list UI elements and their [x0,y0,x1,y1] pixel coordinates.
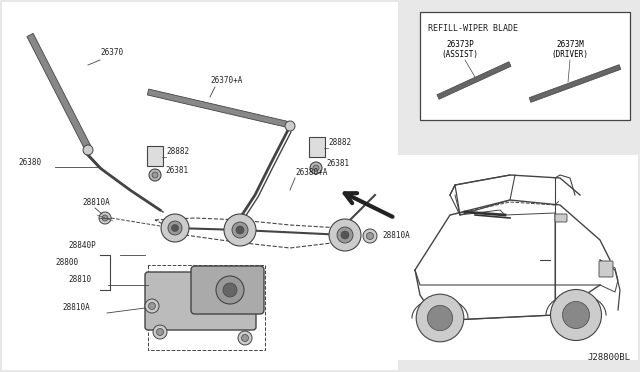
Circle shape [550,289,602,340]
Circle shape [341,231,349,239]
Circle shape [148,302,156,310]
Circle shape [172,224,179,231]
Circle shape [161,214,189,242]
Text: 26373M: 26373M [556,40,584,49]
Circle shape [149,169,161,181]
Text: 26381: 26381 [326,159,349,168]
Text: 28882: 28882 [166,147,189,156]
Circle shape [329,219,361,251]
FancyBboxPatch shape [191,266,264,314]
Text: REFILL-WIPER BLADE: REFILL-WIPER BLADE [428,24,518,33]
Circle shape [428,305,452,331]
Circle shape [563,301,589,328]
Circle shape [157,328,163,336]
Circle shape [241,334,248,341]
Polygon shape [27,33,91,150]
Circle shape [152,172,158,178]
Text: J28800BL: J28800BL [587,353,630,362]
Circle shape [224,214,256,246]
Circle shape [310,162,322,174]
Circle shape [337,227,353,243]
FancyBboxPatch shape [420,12,630,120]
Text: 28810A: 28810A [82,198,109,207]
Circle shape [367,232,374,240]
FancyBboxPatch shape [395,155,638,360]
Text: (ASSIST): (ASSIST) [442,50,479,59]
Text: 26370: 26370 [100,48,123,57]
Text: 28810A: 28810A [62,303,90,312]
Circle shape [232,222,248,238]
Circle shape [238,331,252,345]
FancyBboxPatch shape [309,137,325,157]
Text: 26373P: 26373P [446,40,474,49]
Polygon shape [529,65,621,102]
Circle shape [313,165,319,171]
Polygon shape [147,89,291,128]
Circle shape [145,299,159,313]
Circle shape [223,283,237,297]
Text: 28800: 28800 [55,258,78,267]
Circle shape [216,276,244,304]
FancyBboxPatch shape [145,272,256,330]
FancyBboxPatch shape [599,261,613,277]
Circle shape [363,229,377,243]
Text: 26380: 26380 [18,158,41,167]
Circle shape [168,221,182,235]
Text: 26381: 26381 [165,166,188,175]
FancyBboxPatch shape [2,2,398,370]
Text: 28810A: 28810A [382,231,410,240]
Text: 26380+A: 26380+A [295,168,328,177]
Circle shape [99,212,111,224]
Text: 28840P: 28840P [68,241,96,250]
Polygon shape [437,62,511,99]
Circle shape [416,294,464,342]
Text: 28810: 28810 [68,275,91,284]
Circle shape [285,121,295,131]
Text: 26370+A: 26370+A [210,76,243,85]
Circle shape [102,215,108,221]
Text: 28882: 28882 [328,138,351,147]
Text: (DRIVER): (DRIVER) [552,50,589,59]
Circle shape [236,226,244,234]
Circle shape [153,325,167,339]
FancyBboxPatch shape [147,146,163,166]
Circle shape [83,145,93,155]
FancyBboxPatch shape [555,214,567,222]
